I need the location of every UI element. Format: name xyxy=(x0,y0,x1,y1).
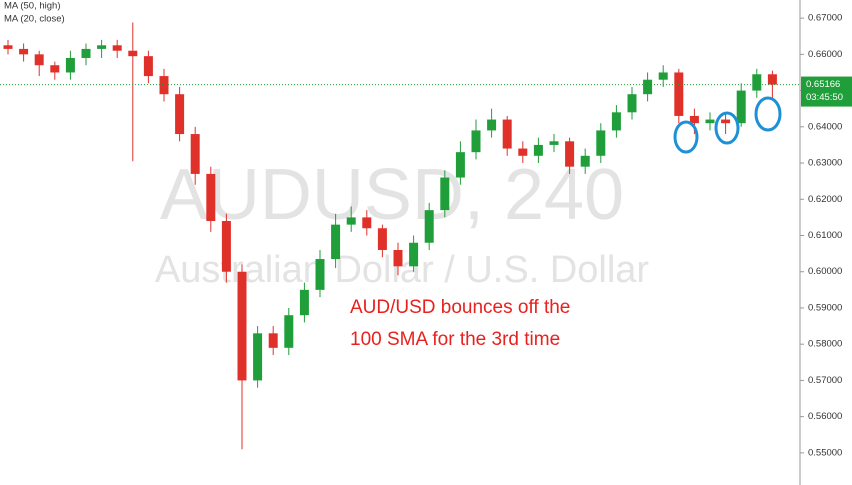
candle-body xyxy=(440,177,450,211)
candle-body xyxy=(253,333,263,381)
y-tick-label: 0.62000 xyxy=(808,194,842,205)
highlight-circle xyxy=(754,96,782,132)
candle-body xyxy=(518,148,528,156)
candle-body xyxy=(767,74,777,85)
plot-area xyxy=(0,22,800,450)
candle-body xyxy=(65,57,75,73)
annotation-text: AUD/USD bounces off the xyxy=(350,297,570,318)
candle-body xyxy=(221,221,231,272)
candle-body xyxy=(128,50,138,57)
watermark: AUDUSD, 240 Australian Dollar / U.S. Dol… xyxy=(155,155,650,291)
candle-body xyxy=(175,94,185,135)
candle-body xyxy=(689,115,699,124)
y-tick-label: 0.56000 xyxy=(808,411,842,422)
candle-body xyxy=(627,94,637,113)
candle-body xyxy=(471,130,481,153)
y-axis: 0.55000 0.56000 0.57000 0.58000 0.59000 0.600… xyxy=(799,0,852,485)
candle-body xyxy=(284,315,294,348)
y-tick-label: 0.67000 xyxy=(808,13,842,24)
candle-body xyxy=(34,54,44,66)
candle-body xyxy=(611,112,621,131)
candle-body xyxy=(643,79,653,95)
y-tick-label: 0.58000 xyxy=(808,339,842,350)
candle-body xyxy=(143,56,153,77)
candle-body xyxy=(409,242,419,267)
candle-body xyxy=(362,217,372,229)
last-price-box xyxy=(801,76,852,107)
candle-body xyxy=(346,217,356,225)
candle-body xyxy=(565,141,575,167)
candle-body xyxy=(424,210,434,243)
y-tick-label: 0.59000 xyxy=(808,302,842,313)
candle-body xyxy=(19,48,29,55)
y-tick-label: 0.63000 xyxy=(808,158,842,169)
countdown-label: 03:45:50 xyxy=(806,92,843,103)
y-tick-label: 0.66000 xyxy=(808,49,842,60)
candle-body xyxy=(237,271,247,381)
candle-body xyxy=(393,249,403,267)
candle-body xyxy=(377,228,387,250)
candle-body xyxy=(658,72,668,80)
y-tick-label: 0.55000 xyxy=(808,447,842,458)
candle-body xyxy=(580,155,590,167)
candle-body xyxy=(97,45,107,49)
legend-entry: MA (20, close) xyxy=(4,14,65,25)
annotation-text: 100 SMA for the 3rd time xyxy=(350,329,560,350)
candle-body xyxy=(50,65,60,73)
candle-body xyxy=(81,48,91,58)
candle-body xyxy=(206,173,216,222)
highlight-circle xyxy=(673,120,699,154)
candle-body xyxy=(502,119,512,149)
candle-body xyxy=(315,259,325,290)
candle-body xyxy=(736,90,746,124)
y-tick-label: 0.64000 xyxy=(808,121,842,132)
candle-body xyxy=(331,224,341,260)
y-tick-label: 0.61000 xyxy=(808,230,842,241)
y-tick-label: 0.57000 xyxy=(808,375,842,386)
candle-body xyxy=(268,333,278,348)
candle-body xyxy=(299,289,309,316)
candle-body xyxy=(190,134,200,174)
candle-body xyxy=(674,72,684,116)
candle-body xyxy=(487,119,497,131)
last-price-label: 0.65166 xyxy=(806,79,840,90)
highlight-circles xyxy=(673,96,782,154)
legend-entry: MA (50, high) xyxy=(4,1,61,12)
candle-body xyxy=(705,119,715,124)
annotation: AUD/USD bounces off the 100 SMA for the 3… xyxy=(350,297,570,350)
candle-body xyxy=(112,45,122,51)
candle-body xyxy=(549,141,559,145)
candle-body xyxy=(721,119,731,124)
y-tick-label: 0.60000 xyxy=(808,266,842,277)
candle-body xyxy=(455,152,465,178)
candle-body xyxy=(159,76,169,95)
symbol-title: AUDUSD, 240 xyxy=(160,155,624,235)
candle-body xyxy=(596,130,606,156)
highlight-circle xyxy=(714,111,740,145)
candle-body xyxy=(3,45,13,49)
legend: MA (50, high) MA (20, close) xyxy=(4,1,65,25)
candle-body xyxy=(533,144,543,156)
candle-body xyxy=(752,74,762,91)
